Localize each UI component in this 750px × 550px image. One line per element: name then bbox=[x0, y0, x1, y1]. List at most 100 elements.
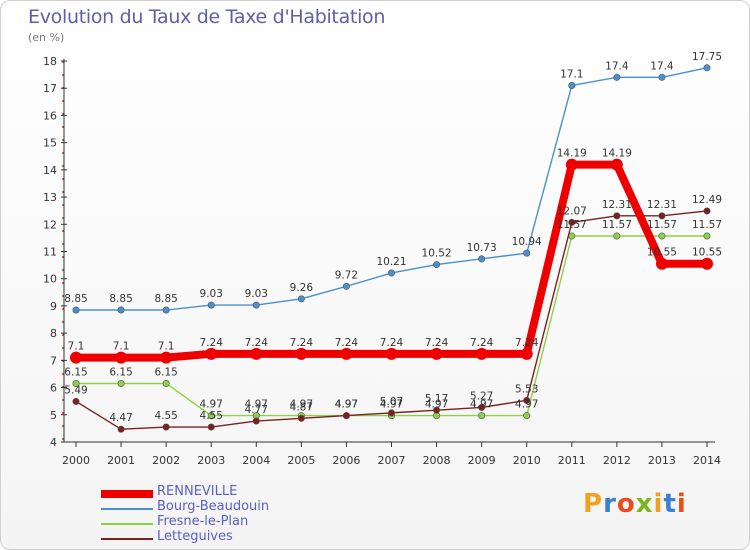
data-point-renneville bbox=[610, 158, 623, 171]
unit-label: (en %) bbox=[28, 31, 65, 44]
data-label-bourg-beaudouin: 8.85 bbox=[109, 293, 132, 305]
data-point-bourg-beaudouin bbox=[387, 269, 395, 277]
data-point-letteguives bbox=[162, 423, 170, 431]
data-point-renneville bbox=[701, 257, 713, 270]
data-label-letteguives: 4.77 bbox=[245, 404, 268, 416]
data-point-renneville bbox=[70, 351, 82, 364]
y-tick-label: 10 bbox=[43, 273, 57, 286]
data-label-renneville: 7.24 bbox=[335, 337, 359, 349]
data-label-bourg-beaudouin: 17.4 bbox=[650, 60, 674, 72]
data-label-bourg-beaudouin: 17.1 bbox=[560, 68, 583, 80]
x-tick-label: 2011 bbox=[558, 454, 586, 467]
data-label-renneville: 10.55 bbox=[647, 247, 677, 259]
legend-swatch bbox=[101, 538, 153, 540]
data-label-fresne-le-plan: 4.97 bbox=[335, 399, 358, 411]
data-label-renneville: 7.24 bbox=[380, 337, 404, 349]
x-tick-label: 2003 bbox=[197, 454, 225, 467]
data-label-letteguives: 12.31 bbox=[602, 199, 632, 211]
data-label-fresne-le-plan: 6.15 bbox=[154, 366, 177, 378]
data-label-renneville: 7.1 bbox=[158, 341, 175, 353]
data-label-renneville: 10.55 bbox=[692, 247, 722, 259]
logo-letter: r bbox=[603, 489, 617, 519]
data-label-bourg-beaudouin: 17.4 bbox=[605, 60, 629, 72]
data-label-renneville: 7.24 bbox=[515, 337, 539, 349]
data-label-bourg-beaudouin: 9.26 bbox=[290, 282, 314, 294]
data-label-fresne-le-plan: 4.97 bbox=[200, 399, 223, 411]
data-label-bourg-beaudouin: 8.85 bbox=[154, 293, 177, 305]
data-point-renneville bbox=[385, 347, 398, 360]
x-tick-label: 2004 bbox=[242, 454, 270, 467]
data-point-bourg-beaudouin bbox=[207, 301, 215, 309]
data-point-letteguives bbox=[342, 412, 350, 420]
logo-letter: P bbox=[583, 489, 604, 519]
data-point-bourg-beaudouin bbox=[117, 306, 125, 314]
data-point-letteguives bbox=[523, 396, 531, 404]
data-label-renneville: 7.24 bbox=[290, 337, 314, 349]
data-label-renneville: 7.1 bbox=[113, 341, 130, 353]
data-label-letteguives: 5.07 bbox=[380, 396, 403, 408]
data-point-bourg-beaudouin bbox=[297, 295, 305, 303]
data-label-letteguives: 4.97 bbox=[335, 399, 358, 411]
y-tick-label: 14 bbox=[43, 164, 57, 177]
logo-letter: t bbox=[663, 489, 677, 519]
data-point-fresne-le-plan bbox=[613, 232, 621, 240]
y-tick-label: 9 bbox=[50, 300, 57, 313]
y-tick-label: 6 bbox=[50, 382, 57, 395]
data-label-bourg-beaudouin: 9.72 bbox=[335, 269, 358, 281]
data-label-bourg-beaudouin: 9.03 bbox=[200, 288, 223, 300]
data-point-letteguives bbox=[433, 406, 441, 414]
data-point-renneville bbox=[115, 351, 128, 364]
data-label-fresne-le-plan: 4.97 bbox=[245, 399, 268, 411]
data-label-letteguives: 5.49 bbox=[64, 384, 87, 396]
data-label-fresne-le-plan: 11.57 bbox=[557, 219, 587, 231]
data-label-renneville: 14.19 bbox=[557, 148, 587, 160]
logo-letter: i bbox=[676, 489, 687, 519]
data-point-fresne-le-plan bbox=[658, 232, 666, 240]
data-point-letteguives bbox=[658, 212, 666, 220]
logo-letter: i bbox=[653, 489, 664, 519]
data-point-letteguives bbox=[478, 403, 486, 411]
legend-swatch bbox=[101, 490, 153, 498]
data-label-bourg-beaudouin: 10.21 bbox=[376, 256, 406, 268]
x-tick-label: 2014 bbox=[693, 454, 721, 467]
y-tick-label: 5 bbox=[50, 409, 57, 422]
x-tick-label: 2001 bbox=[107, 454, 135, 467]
legend-swatch bbox=[101, 508, 153, 510]
data-label-bourg-beaudouin: 10.94 bbox=[512, 236, 542, 248]
data-label-renneville: 7.24 bbox=[245, 337, 269, 349]
x-tick-label: 2005 bbox=[287, 454, 315, 467]
y-tick-label: 15 bbox=[43, 137, 57, 150]
data-label-fresne-le-plan: 4.97 bbox=[515, 399, 538, 411]
data-point-fresne-le-plan bbox=[523, 412, 531, 420]
data-point-renneville bbox=[160, 351, 173, 364]
data-label-fresne-le-plan: 6.15 bbox=[64, 366, 87, 378]
data-point-letteguives bbox=[72, 397, 80, 405]
data-label-letteguives: 5.27 bbox=[470, 390, 493, 402]
x-tick-label: 2002 bbox=[152, 454, 180, 467]
data-point-letteguives bbox=[207, 423, 215, 431]
data-point-bourg-beaudouin bbox=[523, 249, 531, 257]
data-label-letteguives: 12.07 bbox=[557, 205, 587, 217]
data-point-renneville bbox=[340, 347, 353, 360]
y-tick-label: 13 bbox=[43, 191, 57, 204]
proxiti-logo: Proxiti bbox=[583, 489, 687, 519]
logo-letter: o bbox=[616, 489, 636, 519]
data-point-renneville bbox=[250, 347, 263, 360]
data-label-renneville: 14.19 bbox=[602, 148, 632, 160]
x-tick-label: 2009 bbox=[468, 454, 496, 467]
data-label-renneville: 7.24 bbox=[200, 337, 224, 349]
data-label-bourg-beaudouin: 10.52 bbox=[422, 248, 452, 260]
data-label-letteguives: 4.55 bbox=[200, 410, 223, 422]
data-label-renneville: 7.24 bbox=[425, 337, 449, 349]
data-point-renneville bbox=[475, 347, 488, 360]
data-label-renneville: 7.24 bbox=[470, 337, 494, 349]
data-point-bourg-beaudouin bbox=[72, 306, 80, 314]
y-tick-label: 18 bbox=[43, 55, 57, 68]
data-point-renneville bbox=[295, 347, 308, 360]
chart-title: Evolution du Taux de Taxe d'Habitation bbox=[28, 6, 386, 28]
data-point-bourg-beaudouin bbox=[703, 64, 711, 72]
data-label-letteguives: 4.55 bbox=[154, 410, 177, 422]
data-label-bourg-beaudouin: 9.03 bbox=[245, 288, 268, 300]
